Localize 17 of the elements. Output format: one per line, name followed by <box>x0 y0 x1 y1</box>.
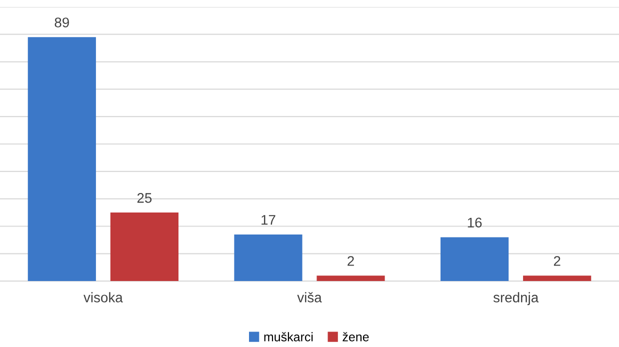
data-label: 89 <box>54 18 69 28</box>
bar <box>523 276 592 282</box>
bar <box>28 37 96 282</box>
bar <box>234 234 302 282</box>
x-tick-label: visoka <box>84 292 123 302</box>
data-label: 25 <box>137 193 152 203</box>
bar <box>316 276 385 282</box>
legend-label: muškarci <box>264 332 313 342</box>
data-label: 2 <box>348 256 354 266</box>
data-label: 2 <box>554 256 560 266</box>
data-label: 16 <box>468 218 482 228</box>
data-label: 17 <box>262 215 276 225</box>
legend-label: žene <box>342 332 369 342</box>
bar <box>440 237 509 282</box>
x-tick-label: viša <box>297 292 322 302</box>
bar <box>110 212 178 282</box>
x-tick-label: srednja <box>493 292 539 306</box>
